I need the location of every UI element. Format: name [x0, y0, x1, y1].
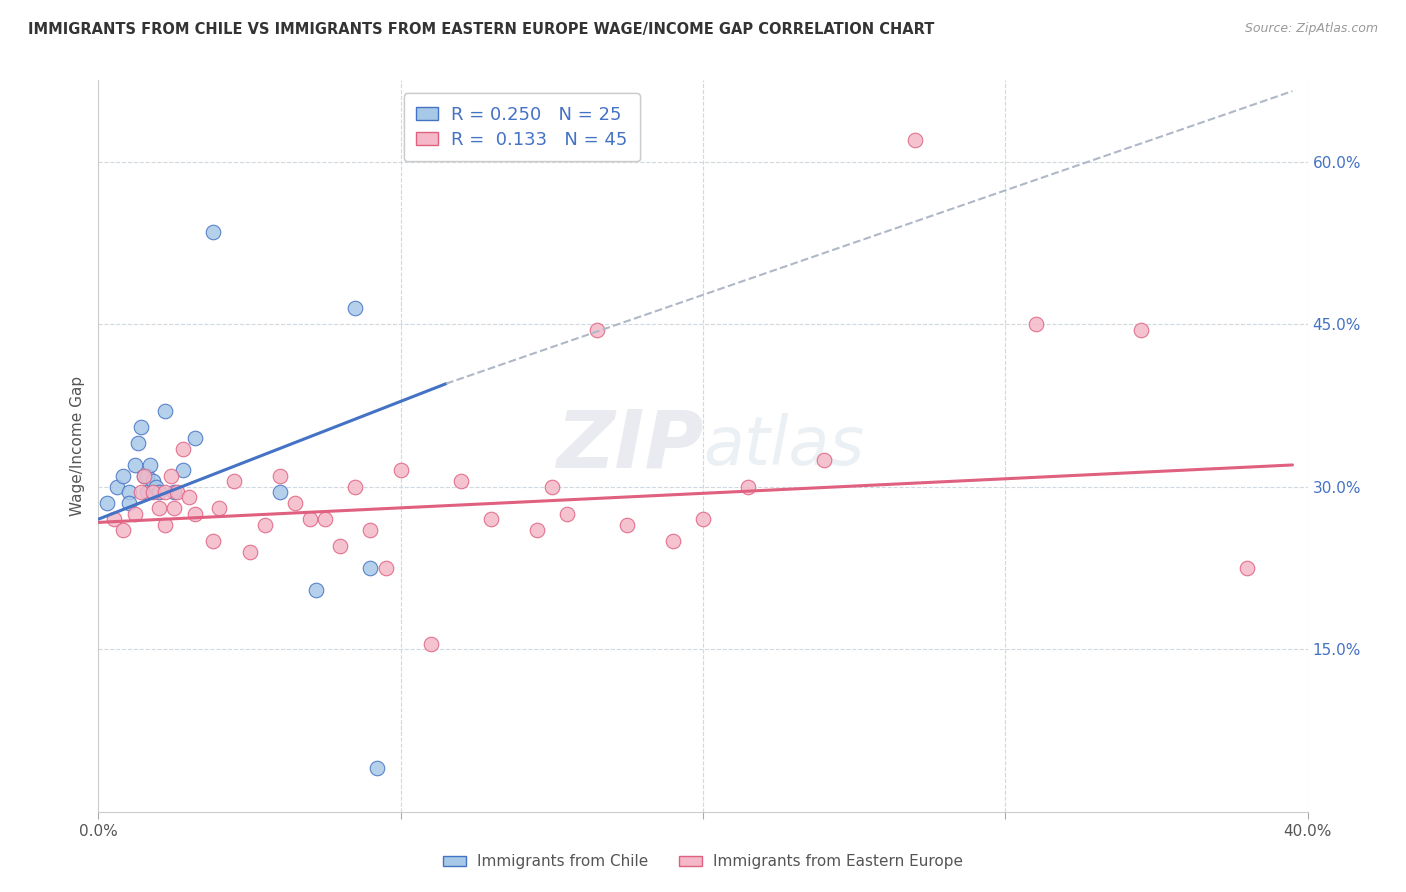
- Point: [153, 404, 176, 418]
- Point: [344, 301, 367, 315]
- Point: [124, 458, 146, 472]
- Point: [202, 225, 225, 239]
- Legend: Immigrants from Chile, Immigrants from Eastern Europe: Immigrants from Chile, Immigrants from E…: [437, 848, 969, 875]
- Point: [129, 420, 152, 434]
- Point: [420, 637, 443, 651]
- Point: [184, 431, 207, 445]
- Point: [269, 468, 291, 483]
- Point: [139, 458, 162, 472]
- Point: [374, 561, 396, 575]
- Point: [163, 485, 186, 500]
- Point: [239, 544, 262, 558]
- Point: [142, 474, 165, 488]
- Point: [111, 523, 134, 537]
- Point: [166, 485, 188, 500]
- Point: [179, 491, 201, 505]
- Point: [153, 485, 176, 500]
- Point: [172, 463, 194, 477]
- Point: [540, 480, 562, 494]
- Point: [737, 480, 759, 494]
- Point: [224, 474, 246, 488]
- Point: [526, 523, 548, 537]
- Point: [314, 512, 336, 526]
- Point: [202, 533, 225, 548]
- Point: [692, 512, 714, 526]
- Point: [299, 512, 322, 526]
- Point: [127, 436, 149, 450]
- Y-axis label: Wage/Income Gap: Wage/Income Gap: [70, 376, 86, 516]
- Point: [124, 507, 146, 521]
- Point: [284, 496, 307, 510]
- Point: [118, 496, 141, 510]
- Point: [1236, 561, 1258, 575]
- Text: Source: ZipAtlas.com: Source: ZipAtlas.com: [1244, 22, 1378, 36]
- Point: [389, 463, 412, 477]
- Legend: R = 0.250   N = 25, R =  0.133   N = 45: R = 0.250 N = 25, R = 0.133 N = 45: [404, 93, 640, 161]
- Point: [132, 468, 155, 483]
- Point: [366, 761, 388, 775]
- Point: [1130, 322, 1153, 336]
- Point: [135, 468, 157, 483]
- Point: [142, 485, 165, 500]
- Point: [129, 485, 152, 500]
- Point: [481, 512, 503, 526]
- Point: [269, 485, 291, 500]
- Point: [184, 507, 207, 521]
- Point: [111, 468, 134, 483]
- Point: [813, 452, 835, 467]
- Point: [329, 539, 352, 553]
- Point: [172, 442, 194, 456]
- Point: [586, 322, 609, 336]
- Point: [662, 533, 685, 548]
- Point: [148, 485, 170, 500]
- Point: [96, 496, 118, 510]
- Point: [145, 480, 167, 494]
- Point: [904, 133, 927, 147]
- Point: [160, 468, 183, 483]
- Point: [153, 517, 176, 532]
- Point: [103, 512, 125, 526]
- Point: [555, 507, 578, 521]
- Point: [1024, 317, 1046, 331]
- Point: [118, 485, 141, 500]
- Point: [253, 517, 276, 532]
- Point: [616, 517, 638, 532]
- Point: [208, 501, 231, 516]
- Point: [305, 582, 328, 597]
- Text: IMMIGRANTS FROM CHILE VS IMMIGRANTS FROM EASTERN EUROPE WAGE/INCOME GAP CORRELAT: IMMIGRANTS FROM CHILE VS IMMIGRANTS FROM…: [28, 22, 935, 37]
- Point: [344, 480, 367, 494]
- Text: ZIP: ZIP: [555, 407, 703, 485]
- Point: [132, 468, 155, 483]
- Point: [135, 485, 157, 500]
- Point: [360, 523, 382, 537]
- Point: [148, 501, 170, 516]
- Point: [450, 474, 472, 488]
- Point: [163, 501, 186, 516]
- Text: atlas: atlas: [703, 413, 865, 479]
- Point: [105, 480, 128, 494]
- Point: [360, 561, 382, 575]
